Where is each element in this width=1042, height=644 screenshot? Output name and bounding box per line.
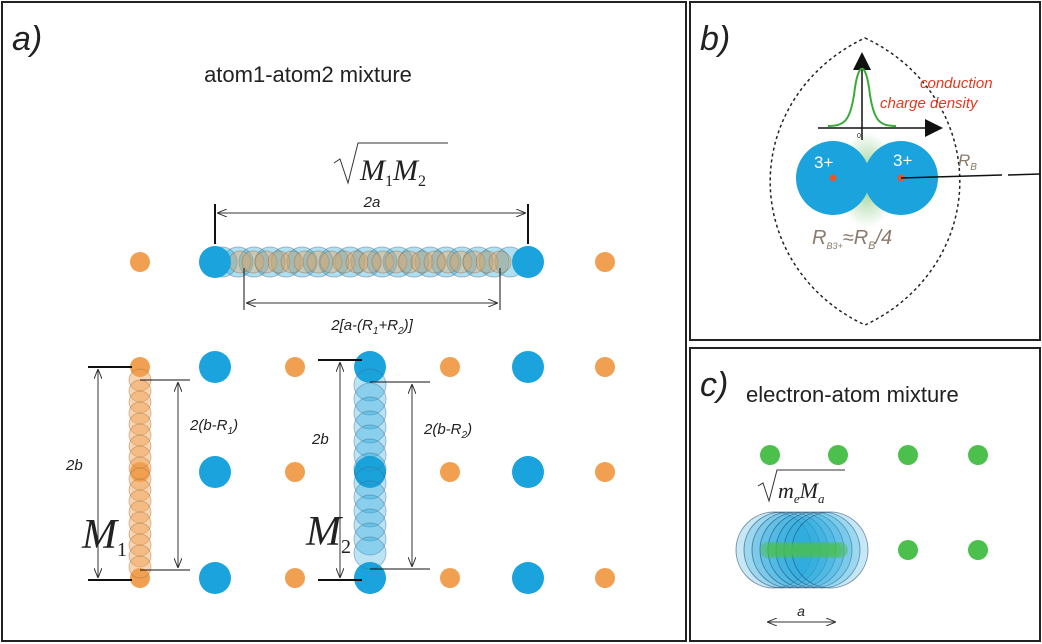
radius-label: RB (958, 151, 977, 173)
atom (760, 445, 780, 465)
mass-label: M1 (81, 512, 127, 561)
atom (595, 568, 615, 588)
panel-title: atom1-atom2 mixture (204, 62, 412, 87)
atom (595, 252, 615, 272)
nucleus (830, 175, 837, 182)
panel-label: c) (700, 366, 728, 404)
panel-title: electron-atom mixture (746, 382, 959, 407)
dim-label: 2b (65, 457, 83, 474)
panel-label: b) (700, 20, 730, 58)
origin-label: 0 (857, 133, 861, 140)
atom (129, 556, 151, 578)
atom (354, 537, 386, 569)
atom (595, 462, 615, 482)
dim-label: 2[a-(R1+R2)] (330, 317, 413, 337)
atom (968, 540, 988, 560)
mass-label: M2 (305, 509, 351, 558)
atom (898, 540, 918, 560)
atom (595, 357, 615, 377)
atom (199, 351, 231, 383)
dim-label: 2(b-R2) (423, 421, 472, 441)
annotation: charge density (880, 95, 979, 112)
atom (440, 568, 460, 588)
atom (832, 542, 848, 558)
atom (512, 456, 544, 488)
dim-label: 2(b-R1) (189, 417, 238, 437)
atom (285, 357, 305, 377)
atom (828, 445, 848, 465)
annotation: conduction (920, 75, 993, 92)
dim-label: 2a (363, 194, 381, 211)
figure: a) atom1-atom2 mixture M1M2 2a 2[a-(R1+R… (0, 0, 1042, 644)
panel-c-atoms (736, 445, 988, 588)
atom (512, 351, 544, 383)
panel-label: a) (12, 20, 42, 58)
atom (130, 252, 150, 272)
ion-charge: 3+ (893, 151, 912, 170)
atom (512, 562, 544, 594)
atom (898, 445, 918, 465)
atom (968, 445, 988, 465)
atom (512, 246, 544, 278)
atom (285, 462, 305, 482)
dim-label: 2b (311, 431, 329, 448)
formula: meMa (778, 478, 825, 506)
ion-charge: 3+ (814, 153, 833, 172)
atom (440, 462, 460, 482)
dim-label: a (797, 603, 805, 619)
formula: M1M2 (359, 154, 426, 190)
atom (199, 456, 231, 488)
atom (285, 568, 305, 588)
atom (440, 357, 460, 377)
ratio-label: RB3+≈RB/4 (812, 227, 892, 252)
atom (199, 562, 231, 594)
atom (199, 246, 231, 278)
